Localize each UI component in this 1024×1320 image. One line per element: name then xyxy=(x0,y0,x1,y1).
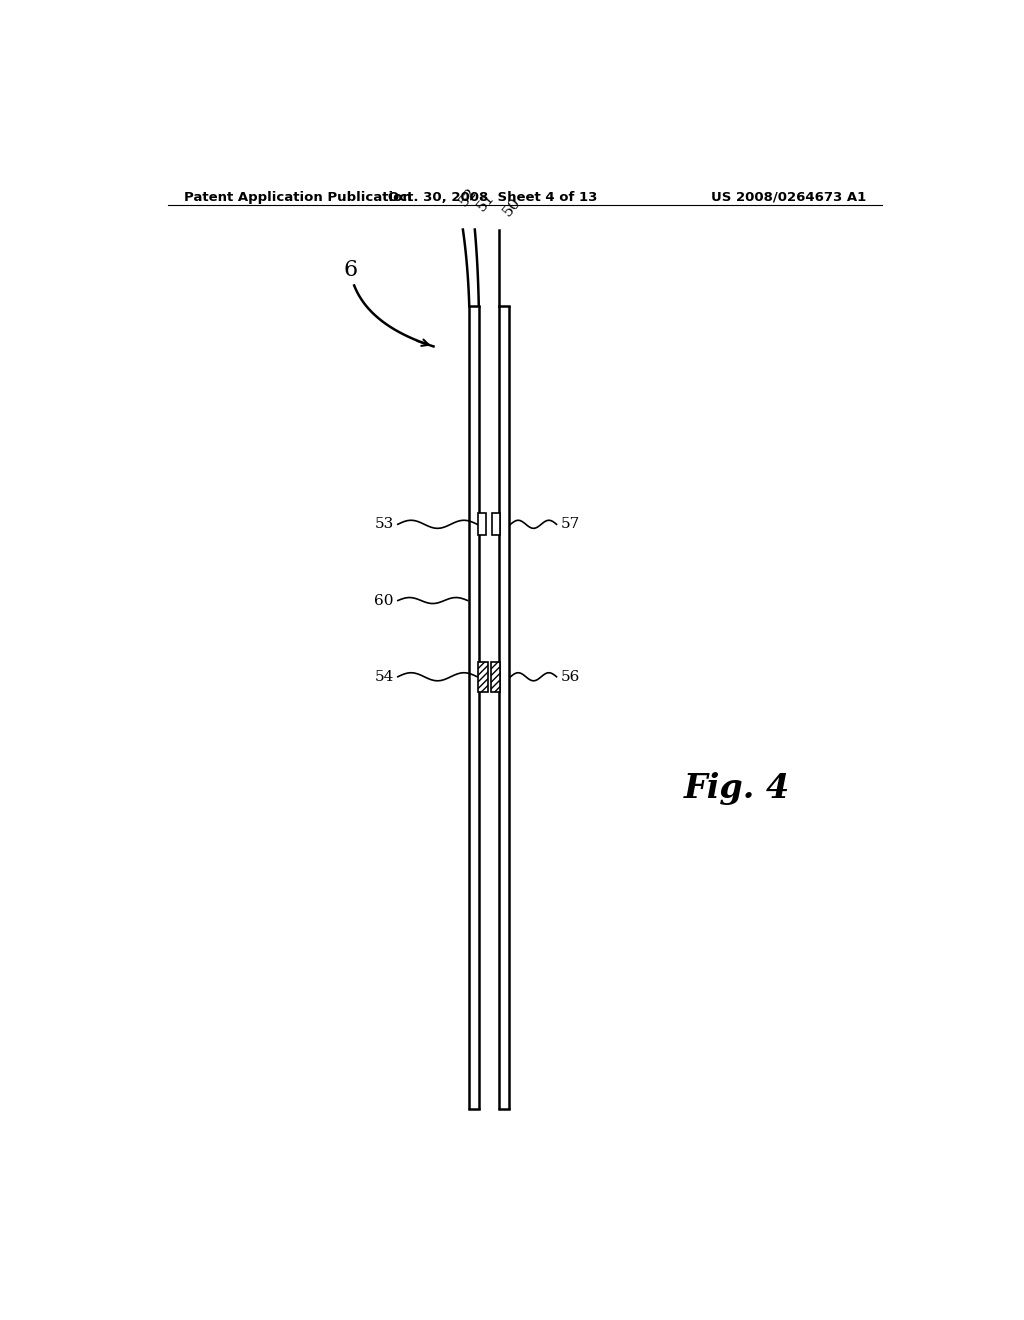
Text: 53: 53 xyxy=(375,517,394,532)
Bar xyxy=(478,513,486,536)
Text: 57: 57 xyxy=(560,517,580,532)
Text: 6: 6 xyxy=(343,259,357,281)
Text: 60: 60 xyxy=(375,594,394,607)
Text: 50: 50 xyxy=(501,195,523,219)
Bar xyxy=(478,661,487,692)
Text: Fig. 4: Fig. 4 xyxy=(684,772,790,805)
Text: 52: 52 xyxy=(456,185,479,210)
Text: Oct. 30, 2008  Sheet 4 of 13: Oct. 30, 2008 Sheet 4 of 13 xyxy=(388,190,598,203)
Text: 54: 54 xyxy=(375,669,394,684)
Text: 56: 56 xyxy=(560,669,580,684)
Text: US 2008/0264673 A1: US 2008/0264673 A1 xyxy=(711,190,866,203)
Bar xyxy=(490,661,500,692)
Text: 51: 51 xyxy=(474,190,498,214)
Bar xyxy=(493,513,500,536)
Text: Patent Application Publication: Patent Application Publication xyxy=(183,190,412,203)
